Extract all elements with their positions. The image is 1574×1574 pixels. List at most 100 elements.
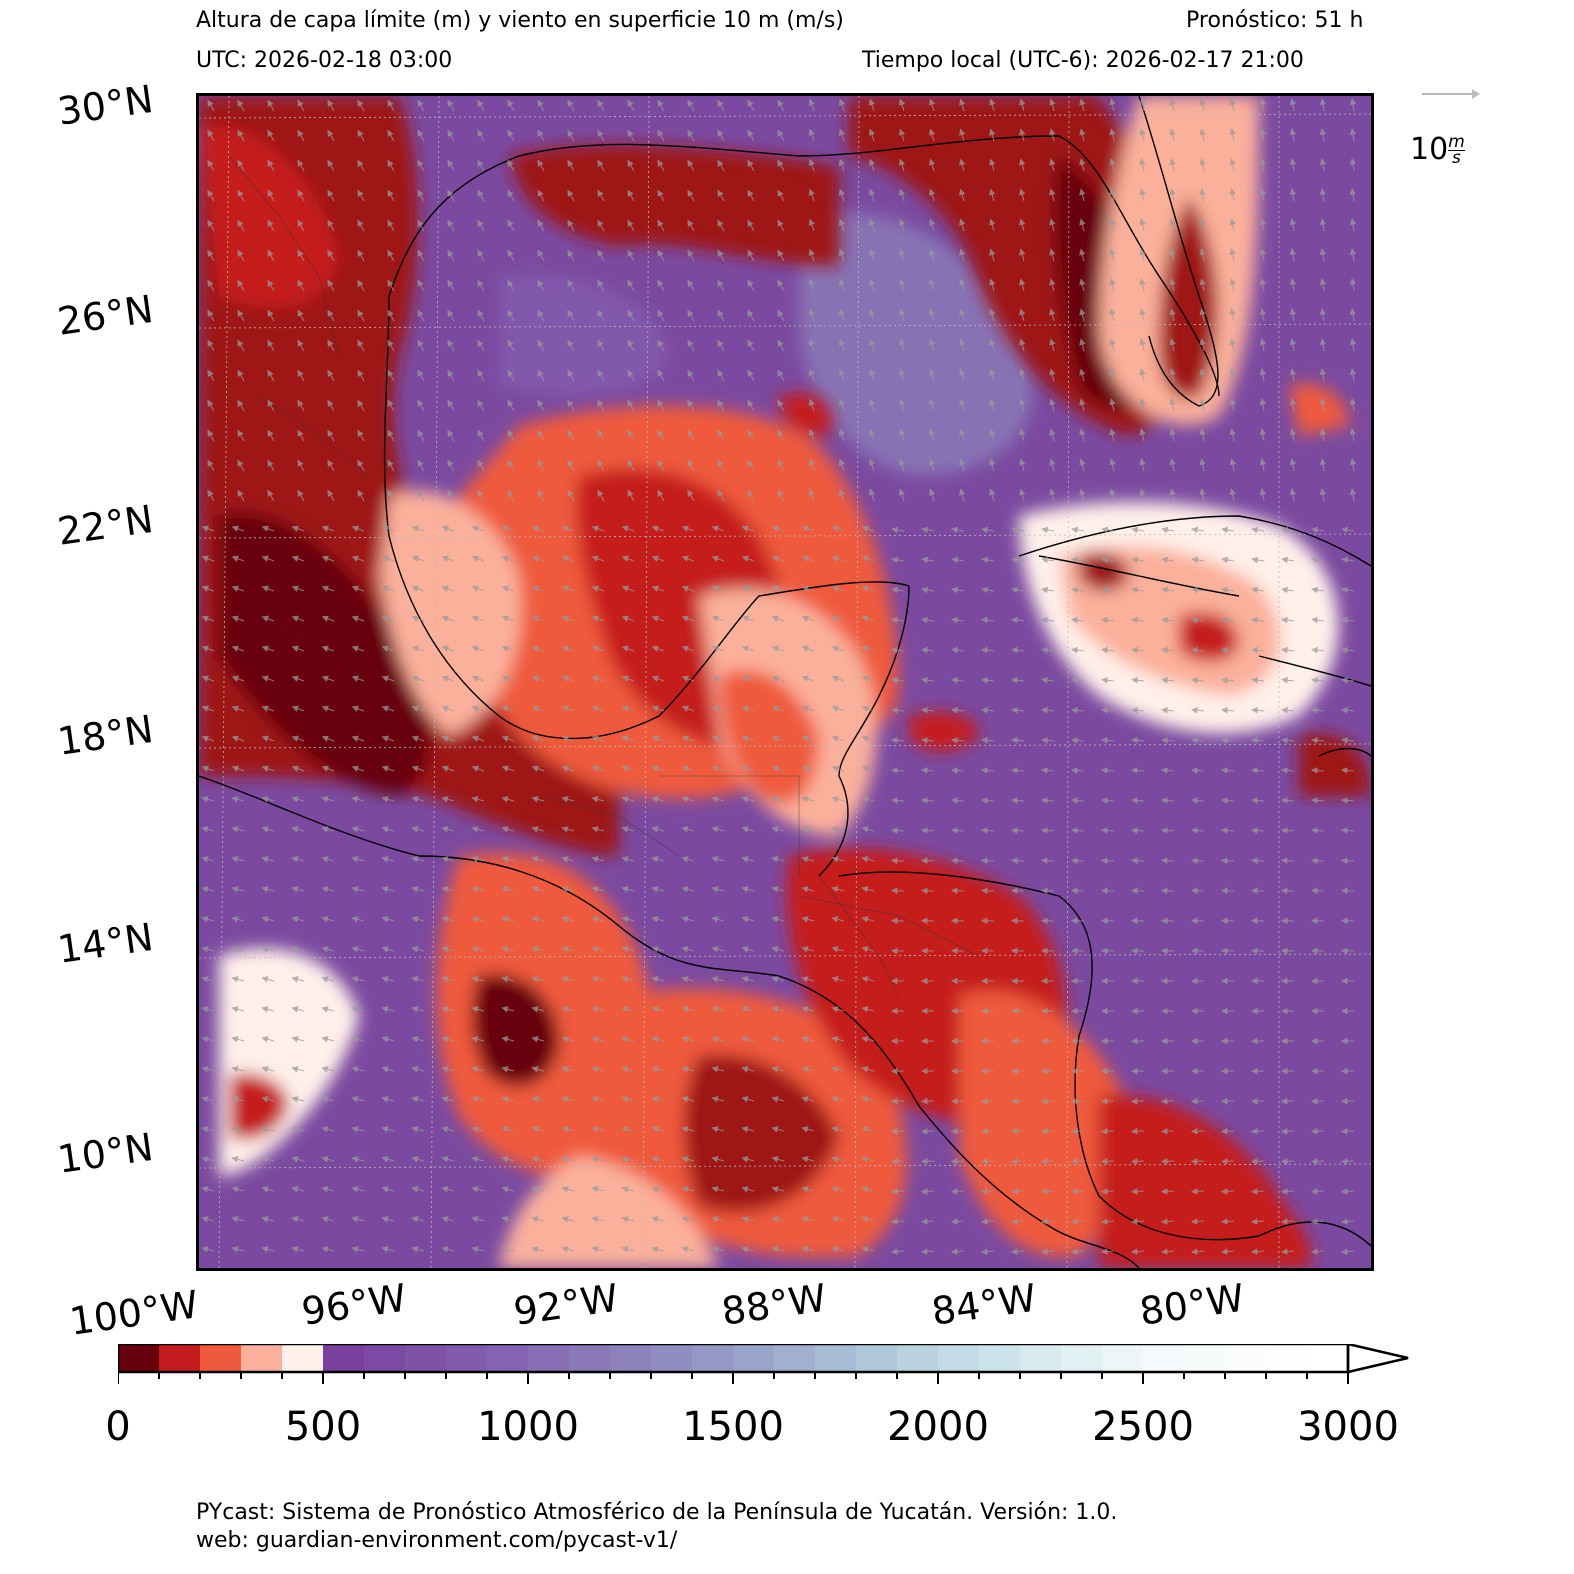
wind-arrow bbox=[291, 585, 305, 592]
wind-arrow bbox=[477, 429, 485, 442]
wind-arrow bbox=[1049, 488, 1056, 502]
wind-arrow bbox=[1041, 556, 1055, 564]
wind-arrow bbox=[741, 705, 755, 712]
wind-arrow bbox=[687, 189, 695, 202]
wind-arrow bbox=[207, 129, 215, 142]
wind-arrow bbox=[267, 459, 275, 472]
wind-arrow bbox=[297, 159, 305, 172]
wind-arrow bbox=[717, 369, 725, 382]
wind-arrow bbox=[501, 525, 515, 532]
wind-arrow bbox=[1109, 338, 1116, 352]
wind-arrow bbox=[531, 525, 545, 532]
wind-arrow bbox=[1191, 646, 1205, 654]
colorbar-bin bbox=[569, 1344, 611, 1372]
wind-arrow bbox=[537, 159, 545, 172]
wind-arrow bbox=[777, 189, 785, 202]
wind-arrow bbox=[1229, 278, 1236, 292]
wind-arrow bbox=[868, 128, 876, 142]
wind-arrow bbox=[567, 189, 575, 202]
wind-arrow bbox=[771, 525, 785, 532]
wind-arrow bbox=[1130, 1127, 1145, 1135]
wind-arrow bbox=[928, 188, 936, 202]
wind-arrow bbox=[501, 735, 515, 742]
wind-arrow bbox=[567, 399, 575, 412]
wind-arrow bbox=[898, 458, 906, 472]
wind-arrow bbox=[261, 645, 275, 652]
wind-arrow bbox=[1281, 737, 1295, 744]
wind-arrow bbox=[477, 159, 485, 172]
wind-arrow bbox=[387, 309, 395, 322]
wind-arrow bbox=[1011, 676, 1025, 684]
wind-arrow bbox=[1259, 458, 1267, 472]
wind-arrow bbox=[627, 159, 635, 172]
wind-arrow bbox=[297, 369, 305, 382]
wind-arrow bbox=[741, 525, 755, 532]
wind-arrow bbox=[717, 159, 725, 172]
wind-arrow bbox=[231, 615, 245, 622]
wind-arrow bbox=[808, 248, 815, 262]
wind-arrow bbox=[237, 399, 245, 412]
wind-arrow bbox=[1131, 586, 1145, 594]
wind-arrow bbox=[1220, 887, 1235, 895]
wind-arrow bbox=[801, 585, 815, 592]
wind-arrow bbox=[501, 585, 515, 592]
wind-arrow bbox=[1139, 338, 1146, 352]
wind-arrow bbox=[297, 309, 305, 322]
wind-arrow bbox=[1319, 158, 1327, 172]
lat-label-26: 26°N bbox=[54, 286, 156, 344]
wind-arrow bbox=[951, 556, 965, 564]
wind-arrow bbox=[1011, 586, 1025, 594]
wind-arrow bbox=[357, 459, 365, 472]
wind-arrow bbox=[801, 675, 815, 682]
wind-arrow bbox=[868, 98, 876, 112]
wind-arrow bbox=[261, 585, 275, 592]
wind-arrow bbox=[231, 585, 245, 592]
wind-arrow bbox=[747, 99, 755, 112]
wind-arrow bbox=[441, 735, 455, 742]
wind-arrow bbox=[1310, 1158, 1325, 1165]
wind-arrow bbox=[868, 488, 876, 502]
wind-arrow bbox=[1131, 556, 1145, 564]
wind-arrow bbox=[958, 428, 966, 442]
wind-arrow bbox=[921, 616, 935, 624]
wind-arrow bbox=[447, 399, 455, 412]
wind-arrow bbox=[747, 369, 755, 382]
wind-arrow bbox=[747, 489, 755, 502]
wind-arrow bbox=[657, 249, 665, 262]
wind-arrow bbox=[741, 675, 755, 682]
wind-arrow bbox=[1289, 278, 1297, 292]
wind-arrow bbox=[621, 525, 635, 532]
wind-arrow bbox=[1109, 398, 1116, 412]
wind-arrow bbox=[321, 705, 335, 712]
wind-arrow bbox=[357, 249, 365, 262]
wind-arrow bbox=[747, 219, 755, 232]
wind-arrow bbox=[838, 128, 846, 142]
wind-arrow bbox=[747, 129, 755, 142]
wind-arrow bbox=[1130, 1158, 1145, 1165]
wind-arrow bbox=[267, 489, 275, 502]
wind-arrow bbox=[981, 676, 995, 684]
wind-arrow bbox=[1229, 458, 1236, 472]
wind-arrow bbox=[477, 309, 485, 322]
wind-arrow bbox=[920, 1158, 935, 1165]
wind-arrow bbox=[441, 675, 455, 682]
wind-arrow bbox=[321, 525, 335, 532]
wind-arrow bbox=[747, 189, 755, 202]
unit-denominator: s bbox=[1448, 150, 1465, 167]
wind-arrow bbox=[591, 615, 605, 622]
wind-arrow bbox=[597, 99, 605, 112]
wind-arrow bbox=[1131, 676, 1145, 684]
wind-arrow bbox=[808, 428, 815, 442]
wind-arrow bbox=[981, 556, 995, 564]
wind-arrow bbox=[471, 555, 485, 562]
wind-arrow bbox=[591, 675, 605, 682]
wind-arrow bbox=[267, 219, 275, 232]
wind-arrow bbox=[771, 645, 785, 652]
wind-arrow bbox=[1250, 887, 1265, 895]
wind-arrow bbox=[327, 309, 335, 322]
wind-arrow bbox=[717, 489, 725, 502]
wind-arrow bbox=[958, 488, 966, 502]
wind-arrow bbox=[838, 248, 846, 262]
wind-arrow bbox=[297, 489, 305, 502]
wind-arrow bbox=[1251, 526, 1265, 534]
